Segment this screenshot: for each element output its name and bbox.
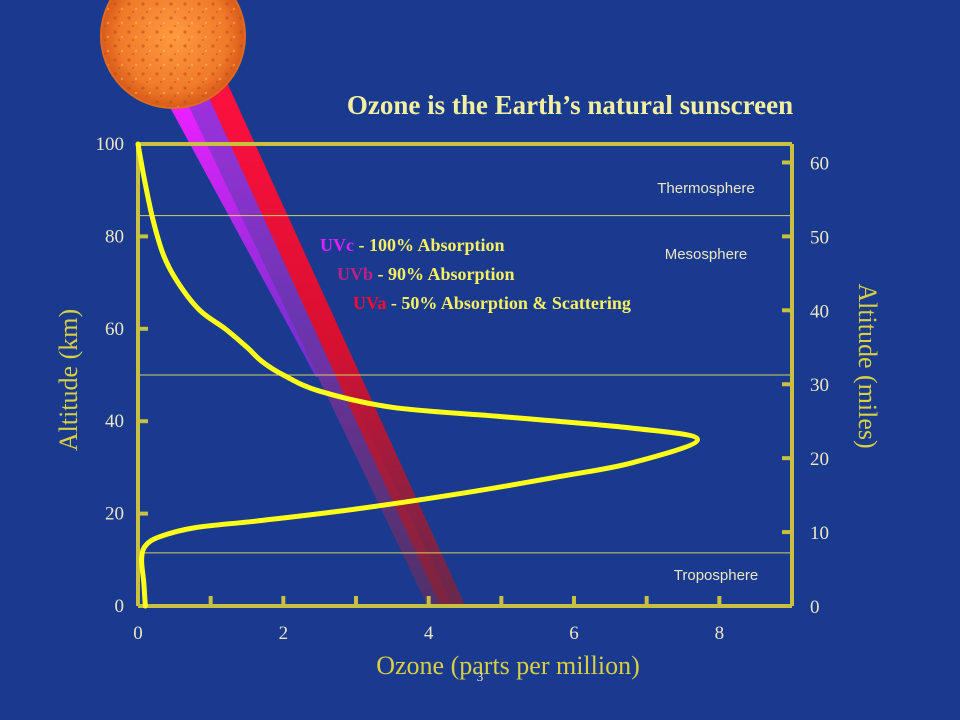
layer-label-thermosphere: Thermosphere: [657, 180, 755, 197]
y2-tick-label-40: 40: [810, 301, 829, 322]
y2-tick-label-30: 30: [810, 375, 829, 396]
uva-annotation: UVa - 50% Absorption & Scattering: [353, 293, 631, 313]
y-tick-label-0: 0: [115, 596, 125, 617]
x-tick-label-8: 8: [715, 623, 725, 644]
chart-title: Ozone is the Earth’s natural sunscreen: [347, 90, 793, 120]
axis-ticks: [136, 142, 792, 608]
uvc-annotation: UVc - 100% Absorption: [320, 235, 505, 255]
y2-tick-label-50: 50: [810, 227, 829, 248]
uvb-prefix: UVb: [337, 264, 373, 284]
layer-label-mesosphere: Mesosphere: [665, 246, 748, 263]
y2-tick-label-10: 10: [810, 523, 829, 544]
uvb-text: - 90% Absorption: [373, 264, 515, 284]
uvc-prefix: UVc: [320, 235, 354, 255]
sun-icon: [100, 0, 246, 109]
y2-tick-label-0: 0: [810, 597, 820, 618]
layer-boundaries: [138, 215, 792, 554]
y-tick-label-60: 60: [105, 319, 124, 340]
page-number: 3: [477, 669, 484, 684]
y-axis-title: Altitude (km): [54, 309, 83, 451]
x-tick-label-0: 0: [133, 623, 143, 644]
x-tick-label-2: 2: [279, 623, 289, 644]
y-tick-label-100: 100: [96, 134, 125, 155]
y-tick-label-20: 20: [105, 504, 124, 525]
y2-tick-label-20: 20: [810, 449, 829, 470]
uvb-annotation: UVb - 90% Absorption: [337, 264, 515, 284]
layer-label-troposphere: Troposphere: [674, 567, 759, 584]
ozone-profile-line: [135, 141, 700, 609]
y2-tick-label-60: 60: [810, 153, 829, 174]
x-tick-label-4: 4: [424, 623, 434, 644]
x-tick-label-6: 6: [569, 623, 579, 644]
y-tick-label-40: 40: [105, 411, 124, 432]
uvc-text: - 100% Absorption: [354, 235, 505, 255]
uva-prefix: UVa: [353, 293, 386, 313]
y2-axis-title: Altitude (miles): [853, 283, 882, 448]
uva-text: - 50% Absorption & Scattering: [386, 293, 631, 313]
uva-beam: [200, 78, 465, 605]
x-axis-title: Ozone (parts per million): [376, 651, 640, 680]
axes: [136, 142, 794, 608]
y-tick-label-80: 80: [105, 226, 124, 247]
